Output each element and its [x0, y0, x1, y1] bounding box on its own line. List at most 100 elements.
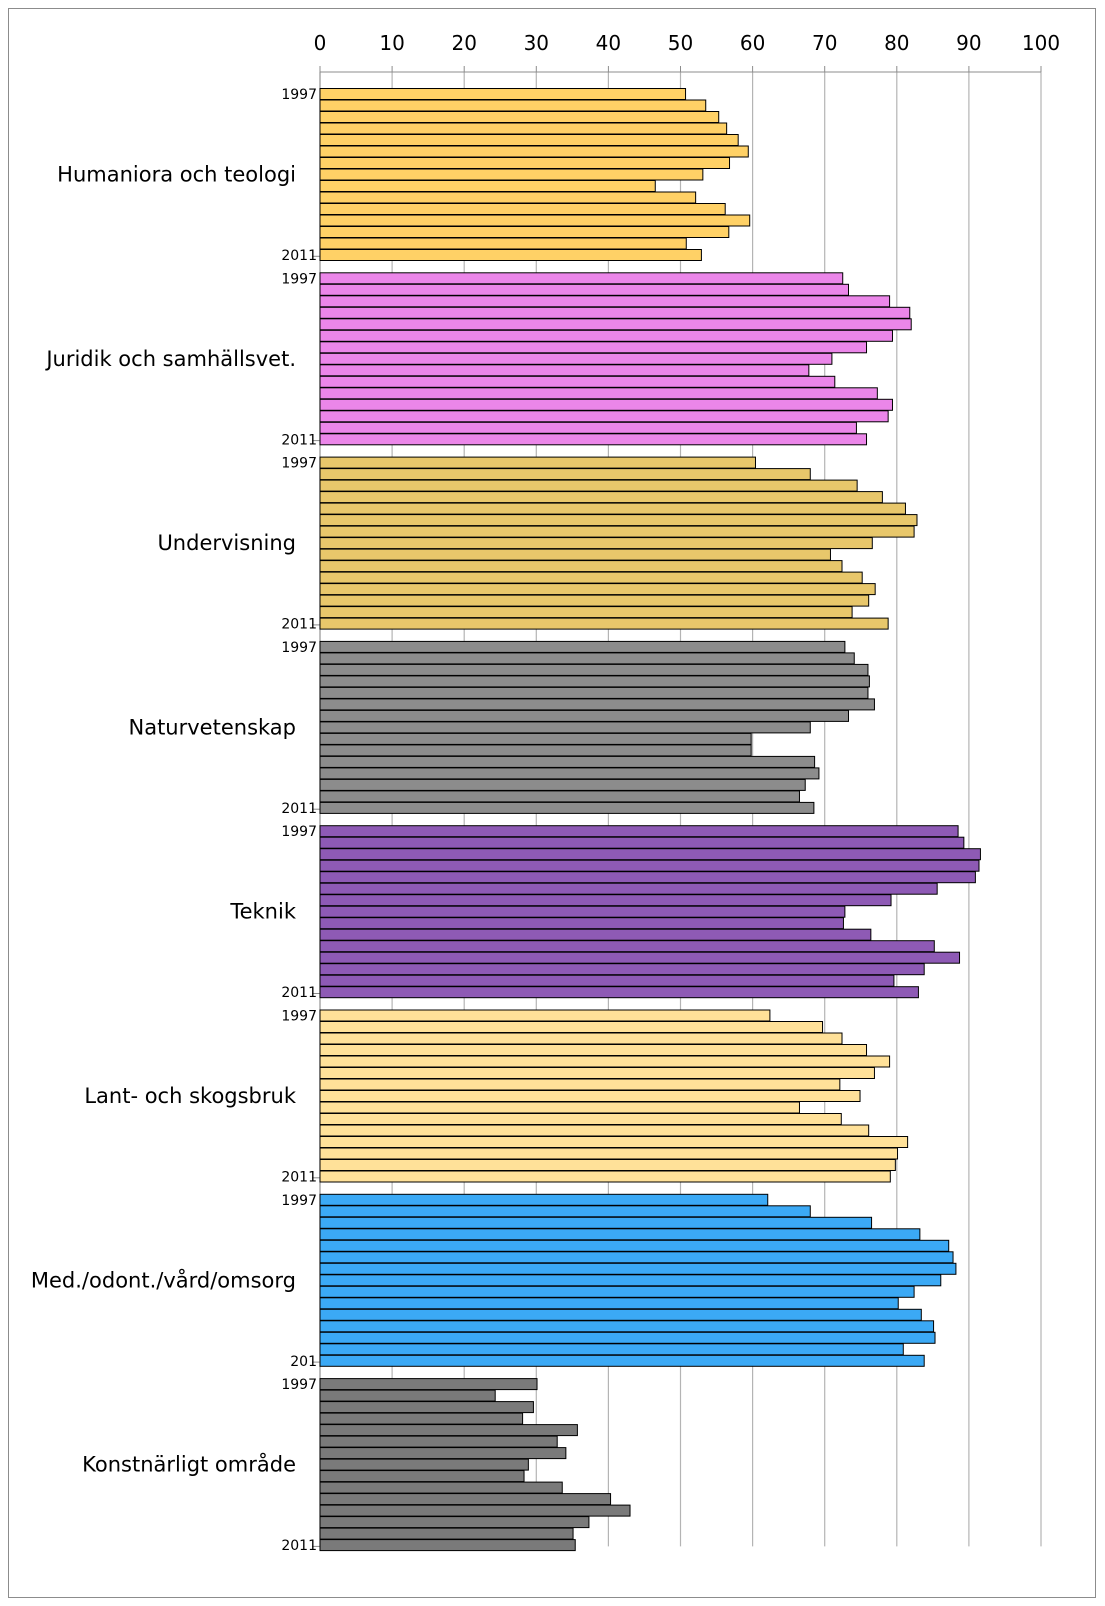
- bar-Juridik och samhällsvet.-1998: [319, 283, 849, 296]
- bar-Undervisning-2002: [319, 514, 918, 527]
- bar-Undervisning-2007: [319, 571, 863, 584]
- year-label-start: 1997: [281, 1009, 317, 1025]
- bar-Teknik-2003: [319, 894, 892, 907]
- bar-Juridik och samhällsvet.-2007: [319, 387, 878, 400]
- bar-Humaniora och teologi-2011: [319, 249, 702, 261]
- bar-Konstnärligt område-2009: [319, 1516, 590, 1529]
- bar-Med./odont./vård/omsorg-2003: [319, 1262, 957, 1275]
- bar-Undervisning-1998: [319, 468, 811, 481]
- bar-Lant- och skogsbruk-1999: [319, 1032, 843, 1045]
- bar-Naturvetenskap-2011: [319, 801, 815, 814]
- bar-Lant- och skogsbruk-2007: [319, 1124, 870, 1137]
- group-label: Humaniora och teologi: [57, 163, 296, 187]
- x-tick-label-50: 50: [668, 31, 693, 55]
- bar-Lant- och skogsbruk-2010: [319, 1159, 896, 1171]
- bar-Juridik och samhällsvet.-2003: [319, 341, 868, 354]
- x-tick-label-70: 70: [812, 31, 837, 55]
- bar-Lant- och skogsbruk-2001: [319, 1055, 891, 1068]
- bar-Juridik och samhällsvet.-2011: [319, 433, 868, 446]
- bar-Lant- och skogsbruk-2006: [319, 1113, 842, 1125]
- year-label-end: 2011: [281, 985, 317, 1001]
- bar-Undervisning-2006: [319, 560, 843, 573]
- bar-Undervisning-2001: [319, 502, 906, 515]
- bar-Teknik-2009: [319, 963, 925, 976]
- bar-Undervisning-2010: [319, 606, 853, 619]
- bar-Med./odont./vård/omsorg-2006: [319, 1297, 899, 1310]
- bar-Humaniora och teologi-2010: [319, 237, 687, 250]
- bar-Naturvetenskap-2003: [319, 709, 849, 722]
- bar-Naturvetenskap-2005: [319, 732, 752, 745]
- year-label-start: 1997: [281, 640, 317, 656]
- group-label: Med./odont./vård/omsorg: [31, 1267, 296, 1292]
- bar-Konstnärligt område-2010: [319, 1527, 574, 1540]
- group-label: Konstnärligt område: [82, 1452, 296, 1477]
- bar-Juridik och samhällsvet.-2010: [319, 421, 857, 434]
- bar-Lant- och skogsbruk-2011: [319, 1170, 891, 1183]
- bar-Humaniora och teologi-2001: [319, 134, 739, 146]
- bar-Konstnärligt område-2007: [319, 1493, 612, 1506]
- bar-Humaniora och teologi-1999: [319, 111, 720, 123]
- bar-Lant- och skogsbruk-2002: [319, 1067, 875, 1079]
- bar-Naturvetenskap-2006: [319, 744, 752, 757]
- bar-Humaniora och teologi-2008: [319, 214, 751, 227]
- chart-frame: 0 10 20 30 40 50 60 70 80 90 100 1997 2011 Humaniora …: [8, 8, 1096, 1598]
- bar-Med./odont./vård/omsorg-1997: [319, 1193, 769, 1206]
- year-label-start: 1997: [281, 456, 317, 472]
- bar-Naturvetenskap-2001: [319, 686, 869, 699]
- bar-Teknik-1999: [319, 848, 981, 861]
- bar-Humaniora och teologi-2007: [319, 203, 726, 215]
- bar-Med./odont./vård/omsorg-2001: [319, 1239, 950, 1252]
- bar-Humaniora och teologi-2006: [319, 191, 697, 204]
- bar-Lant- och skogsbruk-1997: [319, 1009, 771, 1022]
- x-tick-label-0: 0: [314, 31, 327, 55]
- year-label-start: 1997: [281, 1193, 317, 1209]
- bar-Undervisning-1997: [319, 456, 756, 469]
- group-label: Teknik: [229, 900, 296, 924]
- bar-Juridik och samhällsvet.-1997: [319, 272, 844, 285]
- bar-Konstnärligt område-1999: [319, 1401, 534, 1414]
- bar-Naturvetenskap-2007: [319, 755, 816, 768]
- bar-Naturvetenskap-1998: [319, 652, 855, 665]
- year-label-end: 2011: [281, 248, 317, 264]
- bar-Konstnärligt område-1998: [319, 1389, 496, 1402]
- bar-Juridik och samhällsvet.-2006: [319, 375, 836, 388]
- year-label-end: 2011: [281, 617, 317, 633]
- bar-Med./odont./vård/omsorg-2010: [319, 1343, 904, 1356]
- bar-Lant- och skogsbruk-2008: [319, 1136, 909, 1148]
- bar-Humaniora och teologi-2004: [319, 168, 704, 181]
- bar-Med./odont./vård/omsorg-2004: [319, 1274, 942, 1287]
- bar-Undervisning-2009: [319, 594, 870, 607]
- bar-Undervisning-2008: [319, 583, 876, 596]
- bar-Juridik och samhällsvet.-2009: [319, 410, 889, 423]
- bar-Konstnärligt område-1997: [319, 1378, 538, 1391]
- bar-Juridik och samhällsvet.-1999: [319, 295, 891, 308]
- bar-Juridik och samhällsvet.-2004: [319, 352, 833, 365]
- bar-Humaniora och teologi-2005: [319, 180, 656, 192]
- bar-Lant- och skogsbruk-2000: [319, 1044, 868, 1056]
- bar-Undervisning-2004: [319, 537, 873, 550]
- bar-Med./odont./vård/omsorg-2007: [319, 1308, 922, 1321]
- bar-Teknik-2001: [319, 871, 976, 884]
- bar-Undervisning-1999: [319, 479, 858, 492]
- bar-Konstnärligt område-2002: [319, 1435, 558, 1448]
- bar-Humaniora och teologi-2000: [319, 122, 728, 135]
- bar-Konstnärligt område-2011: [319, 1539, 576, 1552]
- bar-Humaniora och teologi-2003: [319, 157, 731, 169]
- bar-Lant- och skogsbruk-2004: [319, 1090, 861, 1102]
- bar-Humaniora och teologi-1997: [319, 88, 687, 100]
- bar-Med./odont./vård/omsorg-2002: [319, 1251, 954, 1264]
- bar-Konstnärligt område-2005: [319, 1470, 525, 1483]
- bar-Humaniora och teologi-2009: [319, 226, 730, 238]
- bar-Naturvetenskap-2004: [319, 721, 811, 734]
- bar-Lant- och skogsbruk-1998: [319, 1021, 824, 1033]
- x-tick-label-40: 40: [596, 31, 621, 55]
- bar-Teknik-2002: [319, 882, 938, 895]
- group-label: Lant- och skogsbruk: [84, 1084, 296, 1108]
- bar-Konstnärligt område-2008: [319, 1504, 631, 1517]
- bar-Konstnärligt område-2003: [319, 1447, 567, 1460]
- bar-Med./odont./vård/omsorg-2008: [319, 1320, 935, 1333]
- bar-Juridik och samhällsvet.-2000: [319, 306, 911, 319]
- bar-Undervisning-2005: [319, 548, 831, 561]
- bar-Teknik-2005: [319, 917, 844, 930]
- bar-Teknik-1997: [319, 825, 959, 838]
